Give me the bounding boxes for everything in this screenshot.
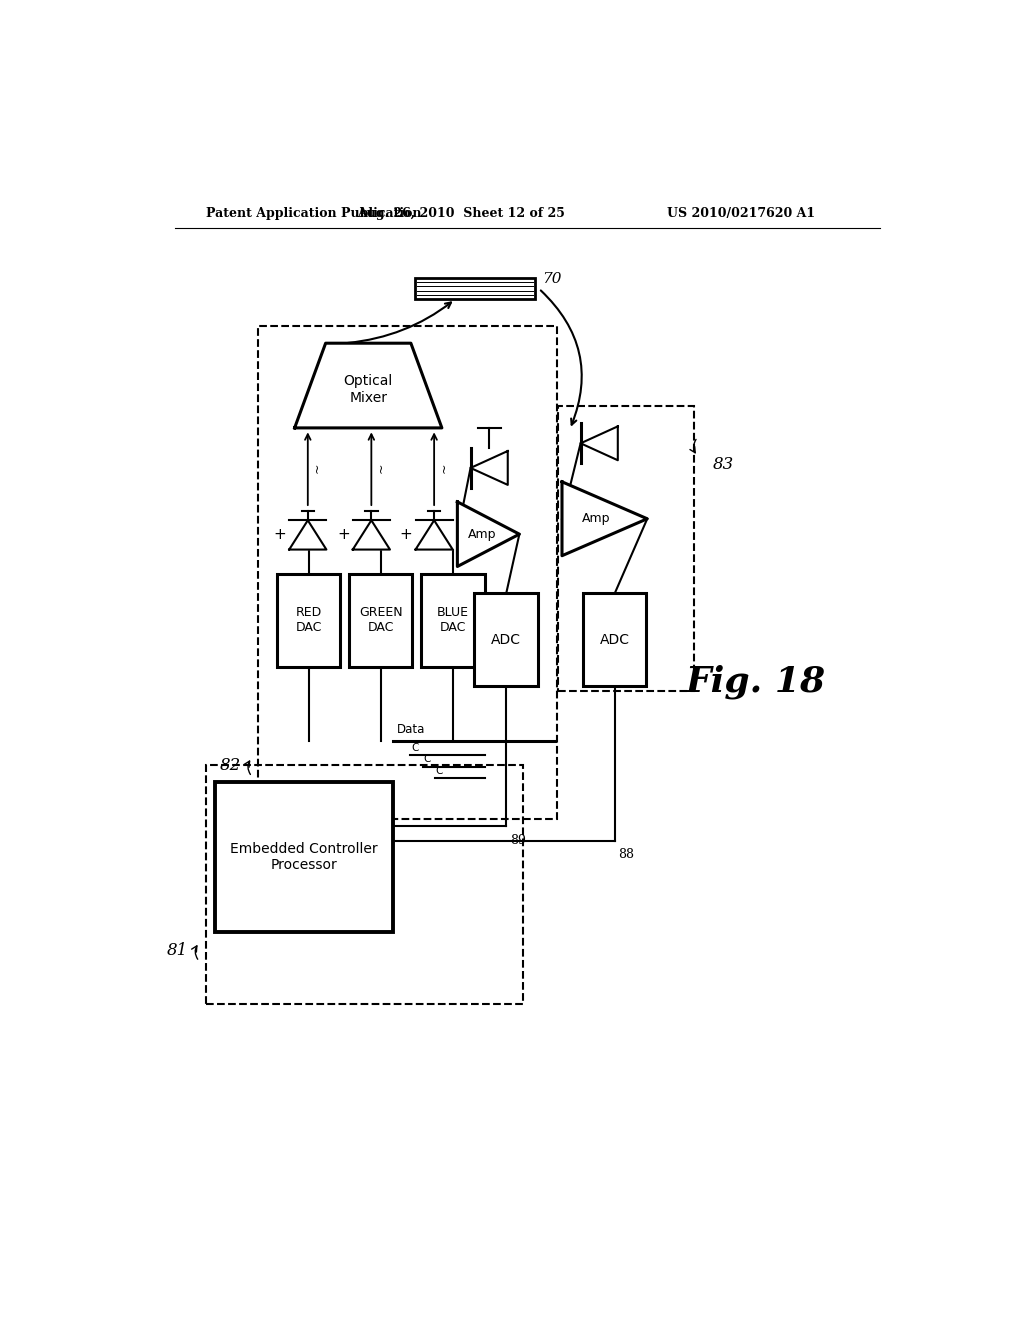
Text: C: C bbox=[411, 743, 418, 752]
Polygon shape bbox=[352, 520, 390, 549]
Polygon shape bbox=[289, 520, 327, 549]
Text: Amp: Amp bbox=[582, 512, 610, 525]
Bar bbox=[349, 574, 413, 667]
Text: ADC: ADC bbox=[600, 632, 630, 647]
Bar bbox=[258, 326, 557, 818]
Polygon shape bbox=[416, 520, 453, 549]
Text: 83: 83 bbox=[713, 457, 734, 474]
Text: RED
DAC: RED DAC bbox=[295, 606, 322, 635]
Bar bbox=[215, 781, 393, 932]
Bar bbox=[474, 594, 538, 686]
Polygon shape bbox=[562, 482, 647, 556]
Bar bbox=[415, 277, 535, 300]
Text: C: C bbox=[435, 766, 443, 776]
Polygon shape bbox=[581, 426, 617, 461]
Text: C: C bbox=[423, 755, 431, 764]
Text: BLUE
DAC: BLUE DAC bbox=[436, 606, 469, 635]
Text: Aug. 26, 2010  Sheet 12 of 25: Aug. 26, 2010 Sheet 12 of 25 bbox=[357, 207, 565, 220]
Text: ADC: ADC bbox=[492, 632, 521, 647]
Bar bbox=[206, 766, 523, 1003]
Polygon shape bbox=[295, 343, 442, 428]
Text: +: + bbox=[273, 528, 287, 543]
Text: 81: 81 bbox=[167, 942, 188, 960]
Bar bbox=[421, 574, 484, 667]
Text: Amp: Amp bbox=[468, 528, 497, 541]
Text: GREEN
DAC: GREEN DAC bbox=[358, 606, 402, 635]
Text: 70: 70 bbox=[543, 272, 562, 286]
Text: ~: ~ bbox=[375, 463, 387, 473]
Polygon shape bbox=[471, 451, 508, 484]
Text: US 2010/0217620 A1: US 2010/0217620 A1 bbox=[667, 207, 815, 220]
Text: Embedded Controller
Processor: Embedded Controller Processor bbox=[230, 842, 378, 873]
Text: Patent Application Publication: Patent Application Publication bbox=[206, 207, 421, 220]
Bar bbox=[276, 574, 340, 667]
Text: +: + bbox=[337, 528, 350, 543]
Text: +: + bbox=[399, 528, 413, 543]
Text: Data: Data bbox=[397, 723, 425, 737]
Text: 82: 82 bbox=[220, 758, 241, 775]
Text: ~: ~ bbox=[311, 463, 324, 473]
Text: Optical
Mixer: Optical Mixer bbox=[344, 375, 393, 404]
Polygon shape bbox=[458, 502, 519, 566]
Bar bbox=[558, 407, 693, 692]
Text: ~: ~ bbox=[437, 463, 451, 473]
Text: 89: 89 bbox=[510, 834, 526, 846]
Text: 88: 88 bbox=[618, 849, 635, 862]
Bar bbox=[583, 594, 646, 686]
Text: Fig. 18: Fig. 18 bbox=[686, 665, 826, 700]
